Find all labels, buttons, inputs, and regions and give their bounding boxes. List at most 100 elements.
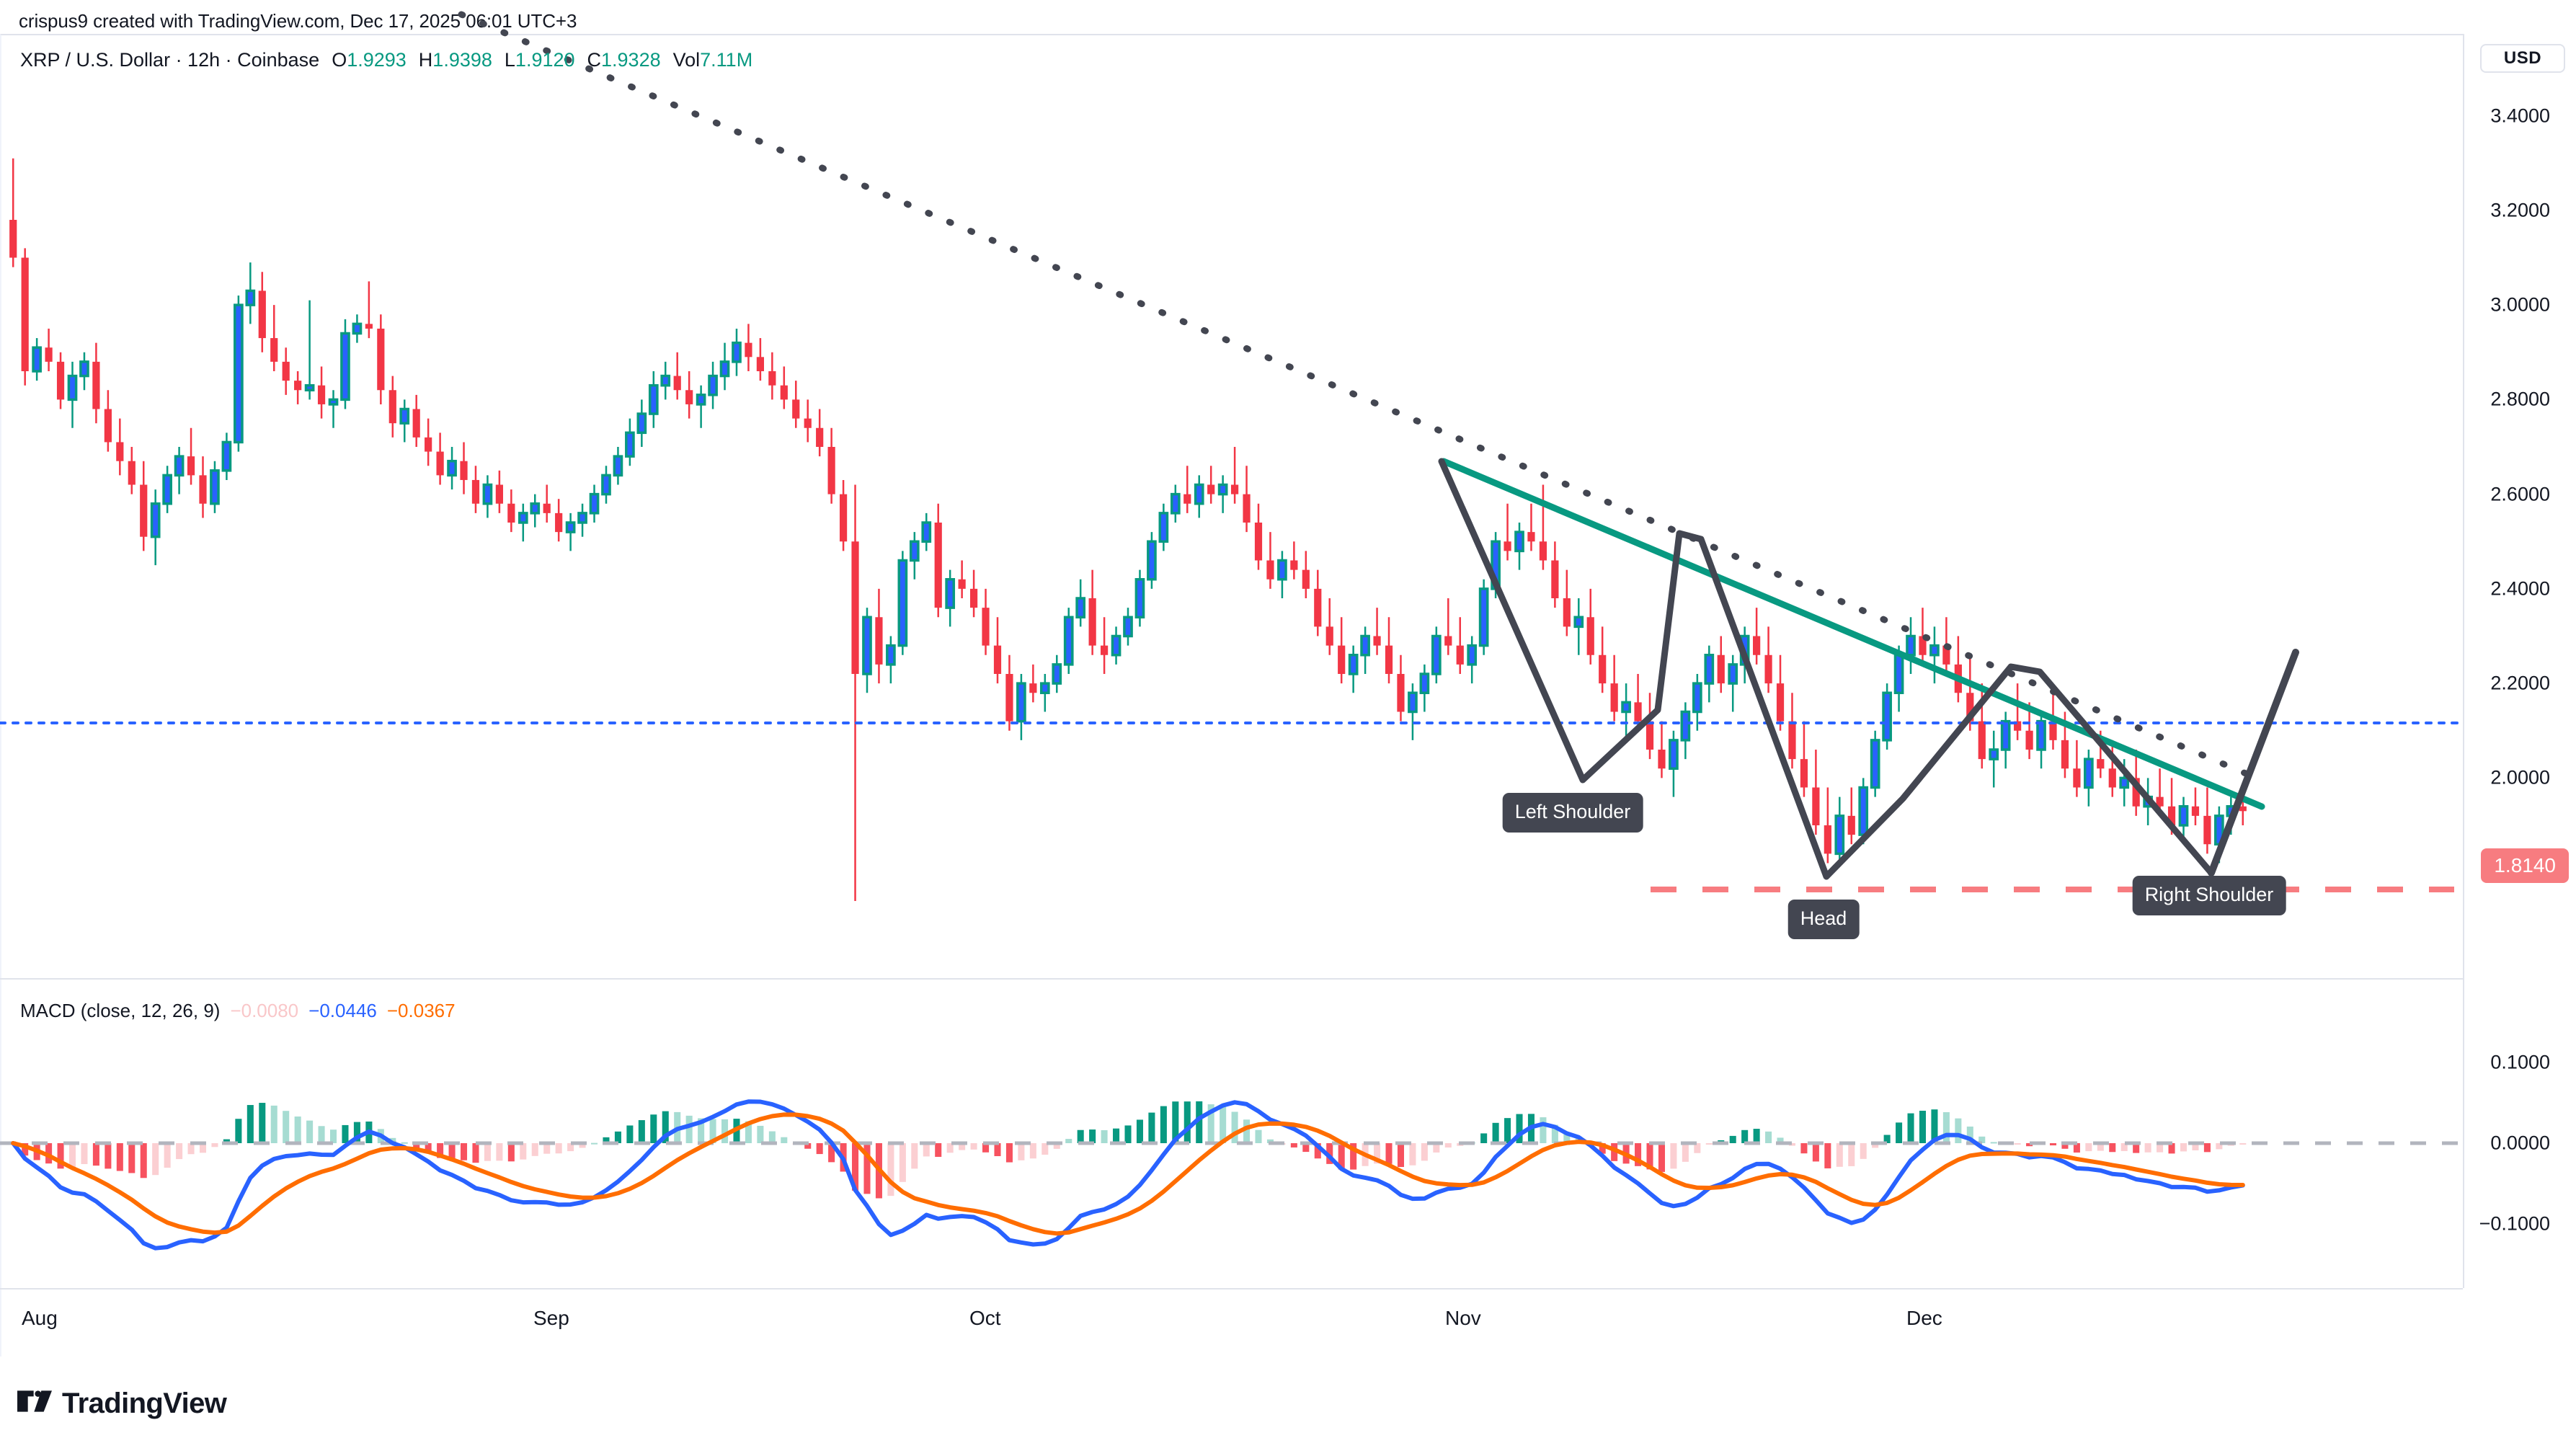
macd-histogram-bar [329, 1129, 337, 1143]
macd-histogram-bar [1931, 1109, 1938, 1143]
price-axis[interactable]: USD 3.4000 3.2000 3.0000 2.8000 2.6000 2.4000… [2463, 34, 2576, 978]
macd-histogram-bar [1077, 1129, 1084, 1143]
candle-body [174, 455, 185, 477]
macd-line [11, 1099, 2245, 1251]
macd-histogram-bar [745, 1121, 752, 1143]
candle-body [1669, 739, 1679, 770]
candle-body [282, 361, 290, 381]
macd-histogram-bar [1207, 1104, 1214, 1143]
candle-body [2108, 768, 2116, 788]
candle-body [685, 390, 693, 404]
macd-histogram-bar [1670, 1143, 1677, 1169]
teal-trendline[interactable] [1440, 458, 2265, 810]
macd-histogram-bar [1005, 1143, 1013, 1163]
candle-body [1978, 721, 1986, 760]
candle-body [2132, 778, 2140, 807]
macd-histogram-bar [863, 1143, 871, 1194]
candle-body [1243, 494, 1251, 523]
dotted-trendline[interactable] [458, 11, 2256, 780]
candle-body [1800, 759, 1808, 788]
candle-body [1645, 721, 1654, 750]
candle-body [1005, 674, 1013, 722]
macd-histogram-bar [1255, 1129, 1262, 1143]
macd-histogram-bar [1338, 1143, 1345, 1170]
candle-body [9, 220, 17, 258]
macd-histogram-bar [1682, 1143, 1689, 1162]
head-and-shoulders-path[interactable] [1438, 458, 2215, 880]
macd-histogram-bar [2133, 1143, 2140, 1153]
macd-histogram-bar [247, 1105, 254, 1143]
candle-body [2049, 721, 2057, 740]
candle-body [104, 409, 112, 443]
macd-histogram-bar [1836, 1143, 1843, 1167]
macd-histogram-bar [2180, 1143, 2188, 1152]
candle-body [660, 374, 671, 387]
candle-body [2167, 806, 2176, 825]
macd-histogram-bar [401, 1142, 408, 1144]
candle-body [2191, 806, 2200, 816]
macd-histogram-bar [768, 1131, 776, 1143]
macd-histogram-bar [1860, 1143, 1867, 1159]
macd-histogram-bar [520, 1143, 527, 1160]
macd-histogram-bar [1896, 1122, 1903, 1143]
macd-histogram-bar [1065, 1139, 1072, 1143]
macd-histogram-bar [887, 1143, 894, 1197]
macd-title[interactable]: MACD (close, 12, 26, 9) [20, 1000, 221, 1021]
macd-histogram-bar [507, 1143, 515, 1162]
head-label[interactable]: Head [1787, 900, 1860, 939]
current-price-tag[interactable]: 1.8140 [2481, 848, 2569, 884]
macd-histogram-bar [2216, 1143, 2223, 1150]
left-shoulder-label[interactable]: Left Shoulder [1502, 793, 1643, 833]
candle-body [1834, 814, 1845, 856]
candle-body [425, 437, 432, 452]
tradingview-logo[interactable]: TradingView [17, 1388, 227, 1420]
candle-body [388, 390, 396, 424]
candle-body [1325, 626, 1333, 646]
candle-body [886, 644, 896, 666]
candle-body [1610, 683, 1618, 712]
candle-body [2203, 815, 2211, 845]
breakout-projection-line[interactable] [2208, 649, 2299, 876]
right-shoulder-label[interactable]: Right Shoulder [2132, 876, 2286, 915]
macd-histogram-bar [22, 1143, 29, 1156]
macd-histogram-bar [318, 1126, 325, 1143]
macd-histogram-bar [81, 1143, 88, 1165]
macd-histogram-bar [353, 1122, 360, 1143]
macd-histogram-bar [1089, 1129, 1096, 1143]
currency-badge[interactable]: USD [2480, 44, 2565, 73]
candle-body [1385, 645, 1393, 674]
candle-body [875, 617, 883, 665]
candle-body [1539, 541, 1547, 561]
legend-open-label: O [332, 49, 347, 71]
candle-body [507, 503, 515, 523]
price-tick: 3.2000 [2490, 199, 2550, 221]
candle-body [45, 347, 53, 362]
macd-histogram-bar [603, 1137, 610, 1143]
candle-body [1111, 634, 1122, 657]
candle-body [2178, 805, 2189, 827]
macd-histogram-bar [1160, 1106, 1167, 1143]
candle-body [982, 608, 990, 646]
candle-body [1824, 825, 1831, 854]
macd-histogram-bar [1148, 1112, 1155, 1143]
candle-body [128, 461, 136, 485]
macd-histogram-bar [899, 1143, 906, 1182]
time-axis[interactable]: Aug Sep Oct Nov Dec [0, 1288, 2463, 1357]
macd-histogram-bar [2203, 1143, 2211, 1153]
macd-histogram-bar [437, 1143, 444, 1158]
macd-axis[interactable]: 0.1000 0.0000 −0.1000 [2463, 978, 2576, 1288]
candle-body [1929, 644, 1940, 657]
legend-open-value: 1.9293 [347, 49, 407, 71]
candle-body [1882, 691, 1892, 742]
candle-body [1599, 654, 1607, 684]
price-candlestick-plot [9, 158, 2247, 901]
candle-body [1870, 739, 1880, 789]
macd-histogram-bar [496, 1143, 503, 1161]
macd-histogram-bar [389, 1137, 396, 1143]
macd-histogram-bar [2239, 1143, 2247, 1145]
macd-histogram-bar [1812, 1143, 1819, 1162]
macd-histogram-bar [757, 1125, 764, 1143]
macd-histogram-bar [2073, 1143, 2080, 1153]
candle-body [399, 407, 410, 425]
legend-symbol[interactable]: XRP / U.S. Dollar · 12h · Coinbase [20, 49, 320, 71]
